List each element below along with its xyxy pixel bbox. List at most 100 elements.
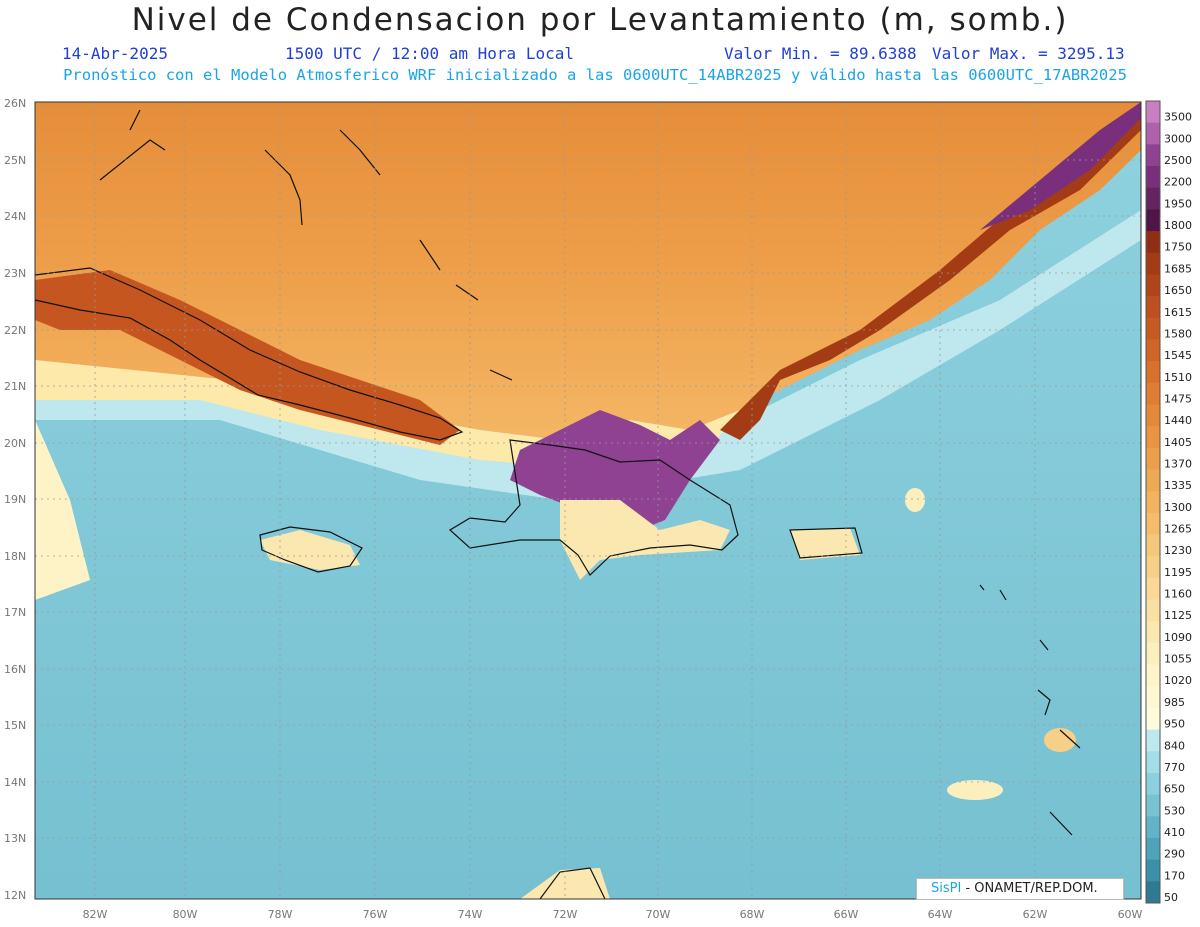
legend-swatch [1146, 772, 1160, 796]
legend-label: 50 [1164, 891, 1178, 904]
legend-label: 1750 [1164, 241, 1192, 254]
legend-swatch [1146, 491, 1160, 514]
legend-label: 1475 [1164, 392, 1192, 405]
legend-swatch [1146, 101, 1160, 124]
map-title: Nivel de Condensacion por Levantamiento … [131, 2, 1069, 38]
purple-band-ne [980, 102, 1141, 230]
lon-tick: 74W [458, 908, 483, 921]
legend-swatch [1146, 794, 1160, 817]
lat-tick: 13N [4, 832, 26, 845]
legend-label: 1020 [1164, 674, 1192, 687]
lon-tick: 78W [268, 908, 293, 921]
cuba-high-lcl [35, 270, 460, 445]
lcl-map: 26N 25N 24N 23N 22N 21N 20N 19N 18N 17N … [4, 97, 1192, 921]
legend-swatch [1146, 426, 1160, 449]
legend-label: 985 [1164, 696, 1185, 709]
legend-swatch [1146, 382, 1160, 405]
legend-label: 2200 [1164, 176, 1192, 189]
lat-tick: 26N [4, 97, 26, 110]
legend-label: 840 [1164, 739, 1185, 752]
lat-axis: 26N 25N 24N 23N 22N 21N 20N 19N 18N 17N … [4, 97, 26, 902]
legend-label: 650 [1164, 783, 1185, 796]
florida-coast [99, 109, 166, 181]
graticule [35, 102, 1141, 899]
legend-frame [1145, 100, 1161, 904]
legend-label: 1160 [1164, 588, 1192, 601]
legend-swatch [1146, 686, 1160, 709]
legend-swatch [1146, 577, 1160, 601]
legend-swatch [1146, 187, 1160, 210]
lon-tick: 82W [83, 908, 108, 921]
jamaica-coast [259, 526, 363, 573]
legend-label: 2500 [1164, 154, 1192, 167]
legend-label: 770 [1164, 761, 1185, 774]
color-legend: 3500 3000 2500 2200 1950 1800 1750 1685 1650 1615… [1145, 100, 1192, 904]
lat-tick: 20N [4, 437, 26, 450]
legend-label: 1950 [1164, 197, 1192, 210]
lon-tick: 68W [740, 908, 765, 921]
legend-swatch [1146, 556, 1160, 579]
lon-tick: 60W [1118, 908, 1143, 921]
dry-region [35, 102, 1141, 440]
yellow-band-west [35, 420, 90, 600]
legend-label: 1090 [1164, 631, 1192, 644]
lesser-antilles-coast [979, 584, 1081, 836]
credit-org: - ONAMET/REP.DOM. [965, 881, 1098, 896]
legend-swatch [1146, 512, 1160, 536]
legend-label: 1615 [1164, 306, 1192, 319]
legend-swatch [1146, 144, 1160, 167]
lon-tick: 70W [646, 908, 671, 921]
legend-label: 1265 [1164, 523, 1192, 536]
legend-label: 1195 [1164, 566, 1192, 579]
lat-tick: 15N [4, 719, 26, 732]
lon-tick: 64W [928, 908, 953, 921]
legend-label: 1300 [1164, 501, 1192, 514]
legend-swatch [1146, 534, 1160, 557]
legend-label: 1335 [1164, 479, 1192, 492]
map-frame [34, 101, 1142, 900]
lon-tick: 76W [363, 908, 388, 921]
legend-swatch [1146, 599, 1160, 622]
legend-label: 410 [1164, 826, 1185, 839]
lat-tick: 24N [4, 210, 26, 223]
legend-label: 1800 [1164, 219, 1192, 232]
model-subtitle: Pronóstico con el Modelo Atmosferico WRF… [63, 66, 1127, 84]
legend-label: 950 [1164, 718, 1185, 731]
legend-swatch [1146, 621, 1160, 644]
legend-label: 1440 [1164, 414, 1192, 427]
legend-label: 530 [1164, 804, 1185, 817]
legend-swatch [1146, 751, 1160, 774]
legend-swatch [1146, 642, 1160, 666]
lon-tick: 80W [173, 908, 198, 921]
legend-label: 3500 [1164, 111, 1192, 124]
legend-label: 1370 [1164, 457, 1192, 470]
legend-swatch [1146, 404, 1160, 427]
legend-swatch [1146, 816, 1160, 839]
lat-tick: 23N [4, 267, 26, 280]
legend-label: 290 [1164, 848, 1185, 861]
min-value-label: Valor Min. = 89.6388 [724, 44, 917, 63]
legend-swatch [1146, 729, 1160, 752]
legend-label: 3000 [1164, 132, 1192, 145]
lat-tick: 18N [4, 550, 26, 563]
legend-swatch [1146, 252, 1160, 275]
lon-tick: 62W [1023, 908, 1048, 921]
legend-label: 1650 [1164, 284, 1192, 297]
bahamas-islands [339, 129, 513, 381]
lat-tick: 25N [4, 154, 26, 167]
legend-label: 1545 [1164, 349, 1192, 362]
legend-swatch [1146, 274, 1160, 297]
lesser-antilles-patch [1044, 728, 1076, 752]
legend-label: 1510 [1164, 371, 1192, 384]
forecast-time: 1500 UTC / 12:00 am Hora Local [285, 44, 574, 63]
legend-swatch [1146, 664, 1160, 687]
lesser-antilles-patch-2 [947, 780, 1003, 800]
lon-tick: 72W [553, 908, 578, 921]
legend-label: 170 [1164, 869, 1185, 882]
hispaniola-coast [448, 439, 739, 576]
legend-swatch [1146, 296, 1160, 319]
lat-tick: 19N [4, 493, 26, 506]
lon-tick: 66W [834, 908, 859, 921]
credit-box: SisPI - ONAMET/REP.DOM. [916, 878, 1124, 900]
legend-label: 1230 [1164, 544, 1192, 557]
